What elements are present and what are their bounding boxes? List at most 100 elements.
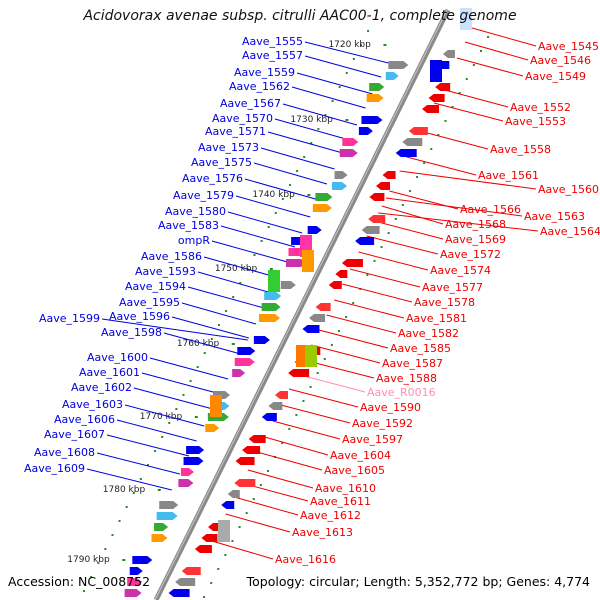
tick-dot [331, 100, 334, 102]
gene-arrow-plus [422, 105, 440, 113]
gene-block [305, 345, 317, 367]
gene-arrow-plus [408, 127, 428, 135]
left-label-leader [197, 271, 272, 294]
right-label-leader [381, 205, 444, 225]
gene-arrow-minus [315, 193, 333, 201]
gene-arrow-minus [312, 204, 332, 212]
left-label-leader [181, 302, 257, 325]
gene-block [302, 250, 314, 272]
left-gene-label: Aave_1602 [71, 381, 132, 394]
gene-arrow-minus [237, 347, 256, 355]
left-gene-label: Aave_1583 [158, 219, 219, 232]
gene-arrow-minus [280, 281, 296, 289]
tick-dot [132, 492, 135, 494]
right-label-leader [456, 57, 524, 77]
left-gene-label: Aave_1567 [220, 97, 281, 110]
gene-arrow-minus [159, 501, 179, 509]
gene-arrow-minus [232, 369, 246, 377]
gene-arrow-minus [234, 358, 255, 366]
left-gene-label: Aave_1562 [229, 80, 290, 93]
left-gene-label: Aave_1603 [62, 398, 123, 411]
gene-arrow-plus [395, 149, 417, 157]
tick-dot [444, 120, 447, 122]
tick-dot [259, 484, 262, 486]
left-label-leader [235, 195, 311, 218]
right-label-leader [399, 170, 537, 190]
right-label-leader [378, 212, 539, 232]
left-label-leader [211, 240, 288, 263]
right-label-leader [464, 41, 529, 61]
gene-arrow-plus [382, 171, 396, 179]
tick-dot [373, 260, 376, 262]
tick-dot [231, 540, 234, 542]
right-label-leader [234, 496, 299, 516]
left-label-leader [149, 357, 229, 380]
gene-arrow-minus [151, 534, 168, 542]
gene-arrow-plus [175, 578, 196, 586]
tick-dot [352, 302, 355, 304]
right-label-leader [272, 420, 341, 440]
right-label-leader [326, 314, 397, 334]
right-label-leader [264, 436, 329, 456]
kbp-tick-label: 1720 kbp [328, 40, 371, 50]
right-gene-label: Aave_1572 [440, 248, 501, 261]
right-gene-label: Aave_1558 [490, 143, 551, 156]
gene-arrow-plus [355, 237, 375, 245]
tick-dot [266, 470, 269, 472]
left-label-leader [86, 468, 172, 491]
left-gene-label: Aave_1576 [182, 172, 243, 185]
gene-arrow-plus [402, 138, 423, 146]
left-label-leader [274, 118, 350, 141]
tick-dot [253, 254, 256, 256]
tick-dot [104, 548, 107, 550]
right-gene-label: Aave_1578 [414, 296, 475, 309]
tick-dot [366, 274, 369, 276]
tick-dot [267, 226, 270, 228]
gene-arrow-minus [358, 127, 373, 135]
gene-arrow-minus [253, 336, 270, 344]
tick-dot [430, 148, 433, 150]
gene-arrow-minus [334, 171, 348, 179]
gene-arrow-plus [442, 50, 455, 58]
left-gene-label: Aave_1594 [125, 280, 186, 293]
gene-arrow-minus [385, 72, 399, 80]
kbp-tick-mark [307, 194, 311, 196]
right-gene-label: Aave_1553 [505, 115, 566, 128]
left-label-leader [96, 452, 181, 475]
left-gene-label: Aave_1607 [44, 428, 105, 441]
tick-dot [345, 72, 348, 74]
right-gene-label: Aave_1611 [310, 495, 371, 508]
left-gene-label: Aave_1571 [205, 125, 266, 138]
tick-dot [125, 506, 128, 508]
tick-dot [345, 316, 348, 318]
tick-dot [281, 198, 284, 200]
tick-dot [189, 380, 192, 382]
gene-arrow-minus [366, 94, 384, 102]
tick-dot [323, 358, 326, 360]
tick-dot [245, 512, 248, 514]
genome-backbone-highlight [154, 9, 448, 600]
tick-dot [225, 310, 228, 312]
tick-dot [352, 58, 355, 60]
left-label-leader [227, 211, 303, 234]
right-gene-label: Aave_1616 [275, 553, 336, 566]
gene-arrow-plus [194, 545, 212, 553]
tick-dot [303, 156, 306, 158]
kbp-tick-label: 1790 kbp [67, 555, 110, 565]
rna-label: Aave_R0016 [367, 386, 436, 399]
tick-dot [387, 232, 390, 234]
left-label-leader [267, 131, 343, 154]
left-label-leader [187, 286, 265, 309]
gene-block [210, 395, 222, 417]
gene-arrow-minus [129, 567, 143, 575]
left-label-leader [244, 178, 319, 201]
tick-dot [260, 240, 263, 242]
tick-dot [487, 36, 490, 38]
tick-dot [139, 478, 142, 480]
left-label-leader [171, 316, 250, 339]
gene-arrow-minus [342, 138, 359, 146]
genome-backbone [153, 8, 451, 600]
right-label-leader [225, 513, 291, 533]
tick-dot [154, 450, 157, 452]
kbp-tick-label: 1770 kbp [140, 412, 183, 422]
